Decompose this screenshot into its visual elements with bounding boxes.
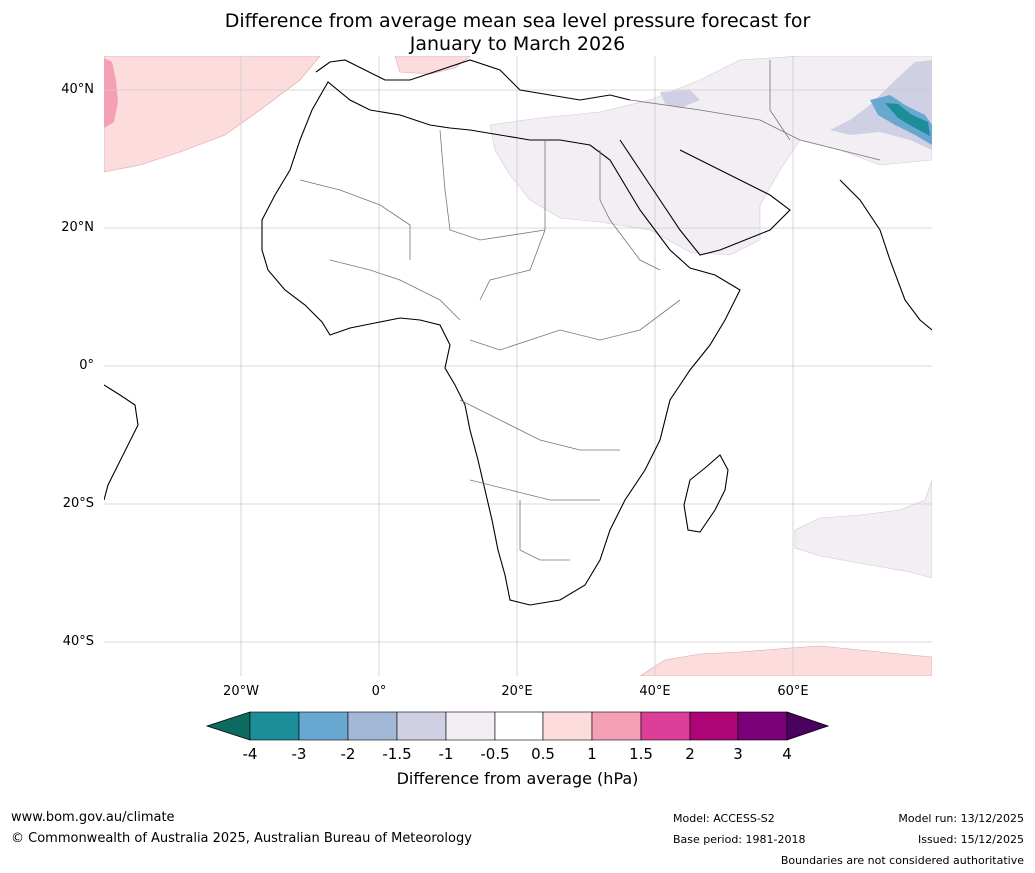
negative-anomaly-asia bbox=[660, 90, 700, 108]
colorbar-box-6 bbox=[494, 711, 544, 741]
very-strong-negative-anomaly-himalaya bbox=[885, 103, 930, 136]
title-line-2: January to March 2026 bbox=[409, 33, 626, 55]
country-borders bbox=[299, 60, 881, 561]
lon-label-20e: 20°E bbox=[501, 684, 533, 699]
colorbar-box-2 bbox=[298, 711, 349, 741]
positive-anomaly-north-atlantic bbox=[104, 56, 321, 173]
copyright-text: © Commonwealth of Australia 2025, Austra… bbox=[11, 831, 472, 846]
positive-anomaly-southern-ocean bbox=[639, 645, 932, 676]
colorbar-box-10 bbox=[689, 711, 739, 741]
colorbar-box-9 bbox=[640, 711, 691, 741]
colorbar-box-4 bbox=[396, 711, 447, 741]
colorbar-box-5 bbox=[445, 711, 496, 741]
india-coastline bbox=[839, 179, 932, 331]
lat-label-equator: 0° bbox=[79, 358, 94, 373]
model-run-date: Model run: 13/12/2025 bbox=[898, 812, 1024, 825]
issued-date: Issued: 15/12/2025 bbox=[917, 833, 1024, 846]
strong-positive-anomaly-atlantic bbox=[104, 58, 118, 128]
colorbar-tick: 0.5 bbox=[531, 745, 555, 763]
base-period: Base period: 1981-2018 bbox=[673, 833, 806, 846]
weak-negative-anomaly-indian-ocean bbox=[794, 479, 932, 579]
colorbar-box-3 bbox=[347, 711, 398, 741]
colorbar-max-extension bbox=[786, 711, 830, 741]
colorbar-tick: 2 bbox=[685, 745, 695, 763]
coastlines bbox=[104, 59, 932, 606]
strong-negative-anomaly-himalaya bbox=[870, 95, 932, 145]
colorbar-tick: -1.5 bbox=[382, 745, 412, 763]
lon-label-20w: 20°W bbox=[223, 684, 259, 699]
gridlines bbox=[104, 56, 932, 676]
map-title: Difference from average mean sea level p… bbox=[0, 10, 1035, 56]
colorbar-box-8 bbox=[591, 711, 642, 741]
madagascar-coastline bbox=[683, 454, 729, 533]
colorbar-tick: -3 bbox=[291, 745, 307, 763]
colorbar-min-extension bbox=[205, 711, 251, 741]
colorbar-box-11 bbox=[737, 711, 788, 741]
lat-label-40s: 40°S bbox=[62, 634, 94, 649]
arabia-coastline bbox=[619, 139, 791, 256]
colorbar-label: Difference from average (hPa) bbox=[396, 769, 639, 788]
lon-label-40e: 40°E bbox=[639, 684, 671, 699]
lat-label-20n: 20°N bbox=[61, 220, 94, 235]
colorbar-tick: 1 bbox=[587, 745, 597, 763]
website-link[interactable]: www.bom.gov.au/climate bbox=[11, 810, 175, 825]
anomaly-shading bbox=[104, 56, 932, 676]
colorbar bbox=[205, 711, 830, 741]
colorbar-tick: 4 bbox=[782, 745, 792, 763]
colorbar-tick: -1 bbox=[438, 745, 454, 763]
positive-anomaly-mediterranean bbox=[394, 56, 471, 75]
colorbar-tick: -0.5 bbox=[480, 745, 510, 763]
lat-label-20s: 20°S bbox=[62, 496, 94, 511]
colorbar-tick: 3 bbox=[733, 745, 743, 763]
title-line-1: Difference from average mean sea level p… bbox=[224, 10, 811, 32]
africa-coastline bbox=[261, 81, 741, 606]
europe-coastline bbox=[315, 59, 631, 101]
lon-label-60e: 60°E bbox=[777, 684, 809, 699]
south-america-coastline bbox=[104, 384, 139, 501]
colorbar-tick: -2 bbox=[340, 745, 356, 763]
colorbar-tick: -4 bbox=[242, 745, 258, 763]
lon-label-0: 0° bbox=[371, 684, 387, 699]
colorbar-tick: 1.5 bbox=[629, 745, 653, 763]
lat-label-40n: 40°N bbox=[61, 82, 94, 97]
weak-negative-anomaly-middle-east bbox=[489, 56, 932, 256]
model-name: Model: ACCESS-S2 bbox=[673, 812, 775, 825]
boundaries-disclaimer: Boundaries are not considered authoritat… bbox=[780, 854, 1024, 867]
colorbar-box-1 bbox=[249, 711, 300, 741]
colorbar-box-7 bbox=[542, 711, 593, 741]
